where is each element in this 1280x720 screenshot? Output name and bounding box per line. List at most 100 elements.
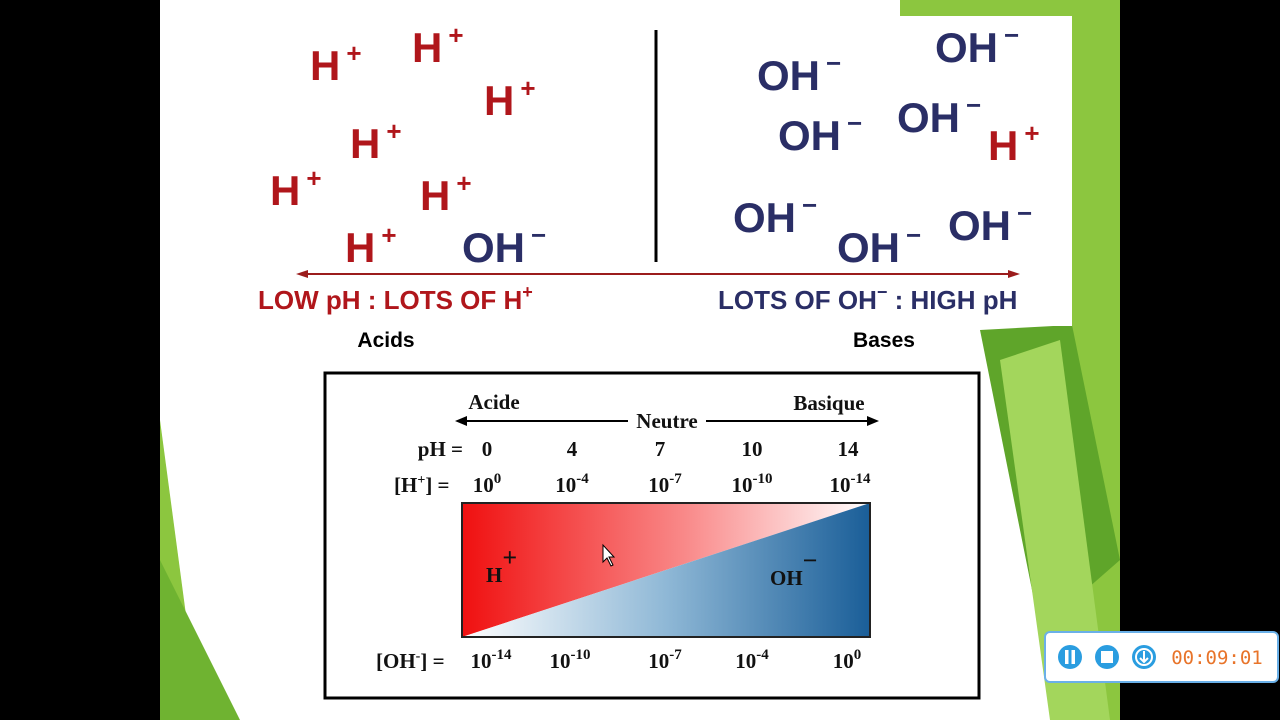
- power-value: 100: [473, 471, 502, 497]
- region-symbol: H: [486, 563, 502, 587]
- power-exponent: 0: [854, 647, 862, 663]
- region-symbol: OH: [770, 566, 803, 590]
- ion-symbol: H: [988, 122, 1018, 169]
- power-exponent: -10: [753, 471, 773, 487]
- scale-arrow: [455, 416, 879, 426]
- ion: OH −: [948, 198, 1032, 249]
- ion: OH −: [462, 220, 546, 271]
- power-base: 10: [473, 473, 494, 497]
- gradient-box: [461, 502, 871, 638]
- stop-button[interactable]: [1095, 645, 1119, 669]
- acid-label: Acide: [468, 390, 519, 414]
- ion: OH −: [935, 20, 1019, 71]
- power-base: 10: [735, 649, 756, 673]
- ion-symbol: H: [350, 120, 380, 167]
- caption-text: : HIGH pH: [887, 285, 1017, 315]
- ph-value: 14: [838, 437, 860, 461]
- ph-value: 4: [567, 437, 578, 461]
- ion-symbol: H: [412, 24, 442, 71]
- left-caption: LOW pH : LOTS OF H+: [258, 282, 533, 315]
- ion-symbol: OH: [837, 224, 900, 271]
- base-label: Basique: [793, 391, 864, 415]
- power-value: 10-10: [732, 471, 773, 497]
- power-value: 10-7: [648, 471, 682, 497]
- ion-charge: +: [456, 168, 471, 198]
- power-exponent: -10: [571, 647, 591, 663]
- caption-text: LOTS OF OH: [718, 285, 877, 315]
- power-base: 10: [648, 649, 669, 673]
- slide-decor: [160, 0, 1120, 720]
- label-charge: +: [417, 473, 425, 488]
- ion-charge: +: [1024, 118, 1039, 148]
- ion: OH −: [733, 190, 817, 241]
- label-charge: -: [416, 649, 421, 664]
- ion-symbol: H: [484, 77, 514, 124]
- ion-charge: −: [847, 108, 862, 138]
- ion-charge: +: [520, 73, 535, 103]
- label-text: ] =: [420, 649, 444, 673]
- power-base: 10: [833, 649, 854, 673]
- ion: H +: [988, 118, 1040, 169]
- ion-symbol: H: [310, 42, 340, 89]
- ion-symbol: OH: [935, 24, 998, 71]
- ion-charge: +: [381, 220, 396, 250]
- ions: H + H +H +H +H + H +H + OH −OH − OH −OH − OH −H +OH −OH − OH −: [270, 20, 1040, 271]
- recorder-widget: 00:09:01: [1044, 631, 1279, 683]
- power-value: 10-14: [830, 471, 871, 497]
- power-value: 10-10: [550, 647, 591, 673]
- ion-charge: −: [826, 48, 841, 78]
- power-value: 10-4: [735, 647, 769, 673]
- mouse-cursor: [602, 543, 616, 567]
- ion: H +: [484, 73, 536, 124]
- ion: H +: [412, 20, 464, 71]
- power-exponent: 0: [494, 471, 502, 487]
- arrow-head: [296, 270, 308, 278]
- ion-charge: +: [346, 38, 361, 68]
- oh-label: [OH-] =: [376, 649, 445, 673]
- neutral-label: Neutre: [636, 409, 697, 433]
- ion-charge: −: [966, 90, 981, 120]
- ph-value: 7: [655, 437, 666, 461]
- power-value: 10-7: [648, 647, 682, 673]
- power-value: 10-4: [555, 471, 589, 497]
- ph-value: 10: [742, 437, 763, 461]
- power-exponent: -7: [669, 471, 682, 487]
- pause-button[interactable]: [1058, 645, 1082, 669]
- ion-symbol: OH: [948, 202, 1011, 249]
- label-text: [H: [394, 473, 417, 497]
- power-exponent: -7: [669, 647, 682, 663]
- ion: OH −: [778, 108, 862, 159]
- ion-symbol: OH: [757, 52, 820, 99]
- ion-charge: −: [1017, 198, 1032, 228]
- ion: H +: [345, 220, 397, 271]
- h-region: H+: [486, 543, 517, 587]
- timer: 00:09:01: [1171, 647, 1263, 669]
- power-base: 10: [732, 473, 753, 497]
- right-caption: LOTS OF OH− : HIGH pH: [718, 282, 1017, 315]
- ion-charge: +: [448, 20, 463, 50]
- power-value: 10-14: [471, 647, 512, 673]
- ion: OH −: [837, 220, 921, 271]
- power-base: 10: [648, 473, 669, 497]
- ion-symbol: H: [345, 224, 375, 271]
- ion: H +: [420, 168, 472, 219]
- acids-label: Acids: [357, 329, 414, 352]
- ion-charge: +: [306, 163, 321, 193]
- download-button[interactable]: [1132, 645, 1156, 669]
- ion: H +: [350, 116, 402, 167]
- power-exponent: -14: [851, 471, 871, 487]
- region-charge: −: [803, 546, 818, 575]
- ion-charge: +: [386, 116, 401, 146]
- ion: OH −: [897, 90, 981, 141]
- ph-label: pH =: [418, 437, 463, 461]
- label-text: [OH: [376, 649, 416, 673]
- ion-symbol: OH: [462, 224, 525, 271]
- ion-symbol: OH: [897, 94, 960, 141]
- ph-value: 0: [482, 437, 493, 461]
- oh-region: OH−: [770, 546, 818, 590]
- power-base: 10: [550, 649, 571, 673]
- label-text: ] =: [425, 473, 449, 497]
- region-charge: +: [502, 543, 517, 572]
